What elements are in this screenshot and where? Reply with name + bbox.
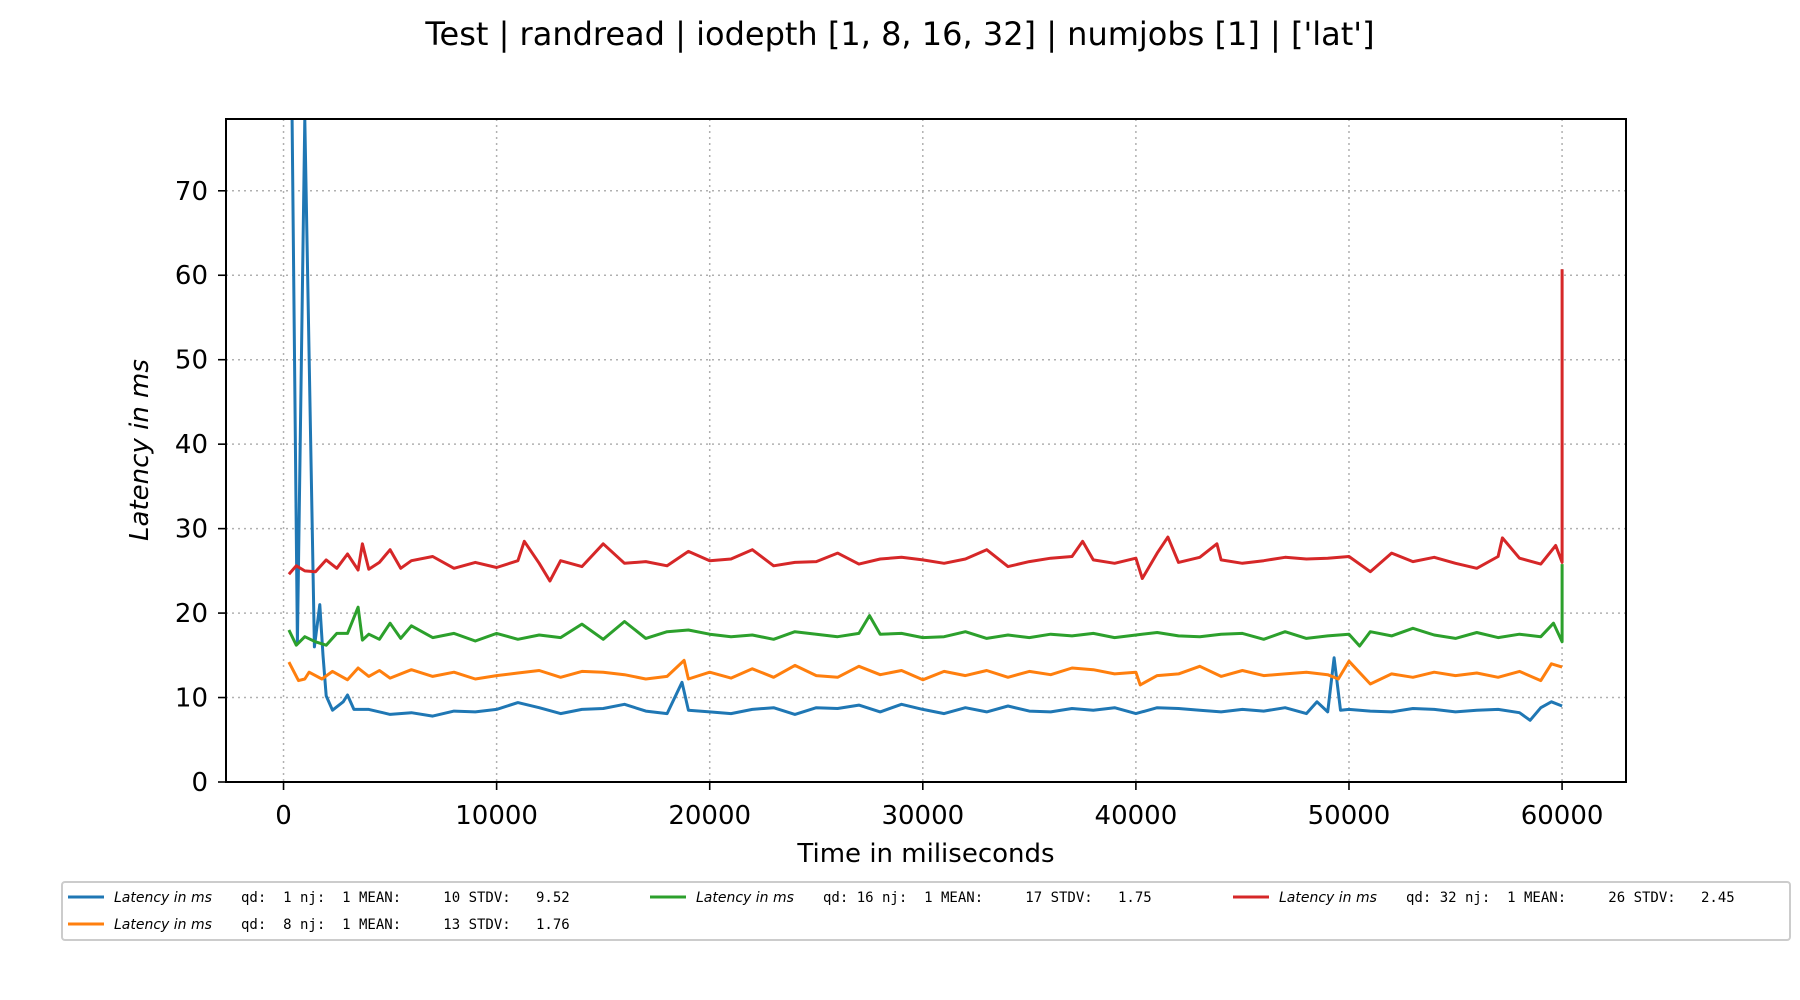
series-line-qd8 (287, 658, 1563, 687)
legend-entry: Latency in ms qd: 1 nj: 1 MEAN: 10 STDV:… (68, 890, 570, 906)
legend: Latency in ms qd: 1 nj: 1 MEAN: 10 STDV:… (61, 881, 1791, 941)
x-tick-label: 60000 (1521, 801, 1604, 831)
legend-series-name: Latency in ms (696, 890, 794, 906)
y-axis-label: Latency in ms (125, 359, 155, 541)
series-line-qd16 (287, 564, 1564, 648)
legend-series-stats: qd: 16 nj: 1 MEAN: 17 STDV: 1.75 (823, 890, 1152, 906)
y-tick-label: 10 (175, 684, 208, 714)
legend-series-name: Latency in ms (1279, 890, 1377, 906)
x-axis-ticks: 0 10000 20000 30000 40000 50000 60000 (275, 782, 1603, 831)
y-tick-label: 50 (175, 346, 208, 376)
series-line-qd1 (290, 119, 1563, 722)
x-tick-label: 20000 (668, 801, 751, 831)
y-tick-label: 20 (175, 599, 208, 629)
legend-entry: Latency in ms qd: 16 nj: 1 MEAN: 17 STDV… (650, 890, 1152, 906)
x-tick-label: 50000 (1308, 801, 1391, 831)
y-tick-label: 0 (191, 768, 208, 798)
x-tick-label: 10000 (455, 801, 538, 831)
grid-lines (226, 119, 1626, 783)
legend-series-stats: qd: 1 nj: 1 MEAN: 10 STDV: 9.52 (241, 890, 570, 906)
legend-box (61, 881, 1791, 941)
y-tick-label: 60 (175, 261, 208, 291)
legend-series-stats: qd: 32 nj: 1 MEAN: 26 STDV: 2.45 (1406, 890, 1735, 906)
legend-series-name: Latency in ms (114, 917, 212, 933)
x-tick-label: 0 (275, 801, 292, 831)
x-tick-label: 30000 (881, 801, 964, 831)
y-tick-label: 30 (175, 515, 208, 545)
series-lines (287, 119, 1564, 722)
legend-entry: Latency in ms qd: 8 nj: 1 MEAN: 13 STDV:… (68, 917, 570, 933)
legend-series-stats: qd: 8 nj: 1 MEAN: 13 STDV: 1.76 (241, 917, 570, 933)
legend-series-name: Latency in ms (114, 890, 212, 906)
legend-entry: Latency in ms qd: 32 nj: 1 MEAN: 26 STDV… (1233, 890, 1735, 906)
series-line-qd32 (287, 269, 1564, 583)
plot-frame (225, 118, 1627, 783)
y-tick-label: 70 (175, 177, 208, 207)
x-axis-label: Time in miliseconds (796, 839, 1054, 869)
chart-title: Test | randread | iodepth [1, 8, 16, 32]… (424, 15, 1374, 53)
x-tick-label: 40000 (1095, 801, 1178, 831)
y-tick-label: 40 (175, 430, 208, 460)
y-axis-ticks: 0 10 20 30 40 50 60 70 (175, 177, 226, 798)
